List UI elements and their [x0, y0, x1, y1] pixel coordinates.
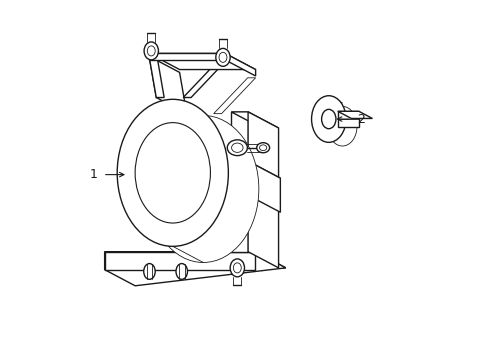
Polygon shape — [337, 111, 372, 118]
Text: 1: 1 — [89, 168, 97, 181]
Polygon shape — [227, 162, 280, 178]
Ellipse shape — [327, 107, 356, 146]
Polygon shape — [231, 112, 247, 252]
Polygon shape — [149, 53, 255, 69]
Polygon shape — [231, 112, 278, 128]
Polygon shape — [249, 162, 280, 212]
Polygon shape — [149, 56, 164, 98]
Polygon shape — [149, 53, 224, 60]
Ellipse shape — [227, 140, 247, 156]
Ellipse shape — [233, 263, 241, 273]
Polygon shape — [104, 252, 285, 268]
Ellipse shape — [215, 48, 230, 66]
Ellipse shape — [259, 145, 266, 150]
Ellipse shape — [143, 264, 155, 279]
Ellipse shape — [176, 264, 187, 279]
Ellipse shape — [231, 143, 243, 152]
Ellipse shape — [311, 96, 346, 142]
Polygon shape — [104, 252, 255, 270]
Ellipse shape — [256, 143, 269, 153]
Ellipse shape — [147, 116, 258, 262]
Polygon shape — [224, 53, 255, 76]
Ellipse shape — [144, 42, 158, 60]
Polygon shape — [149, 56, 186, 114]
Polygon shape — [104, 252, 285, 286]
Polygon shape — [337, 111, 358, 127]
Ellipse shape — [117, 99, 228, 246]
Polygon shape — [213, 78, 255, 114]
Ellipse shape — [135, 123, 210, 223]
Text: 2: 2 — [357, 113, 365, 126]
Ellipse shape — [321, 109, 335, 129]
Polygon shape — [247, 112, 278, 268]
Polygon shape — [227, 162, 249, 196]
Ellipse shape — [230, 259, 244, 277]
Ellipse shape — [147, 46, 155, 56]
Polygon shape — [183, 62, 224, 98]
Ellipse shape — [219, 52, 226, 62]
